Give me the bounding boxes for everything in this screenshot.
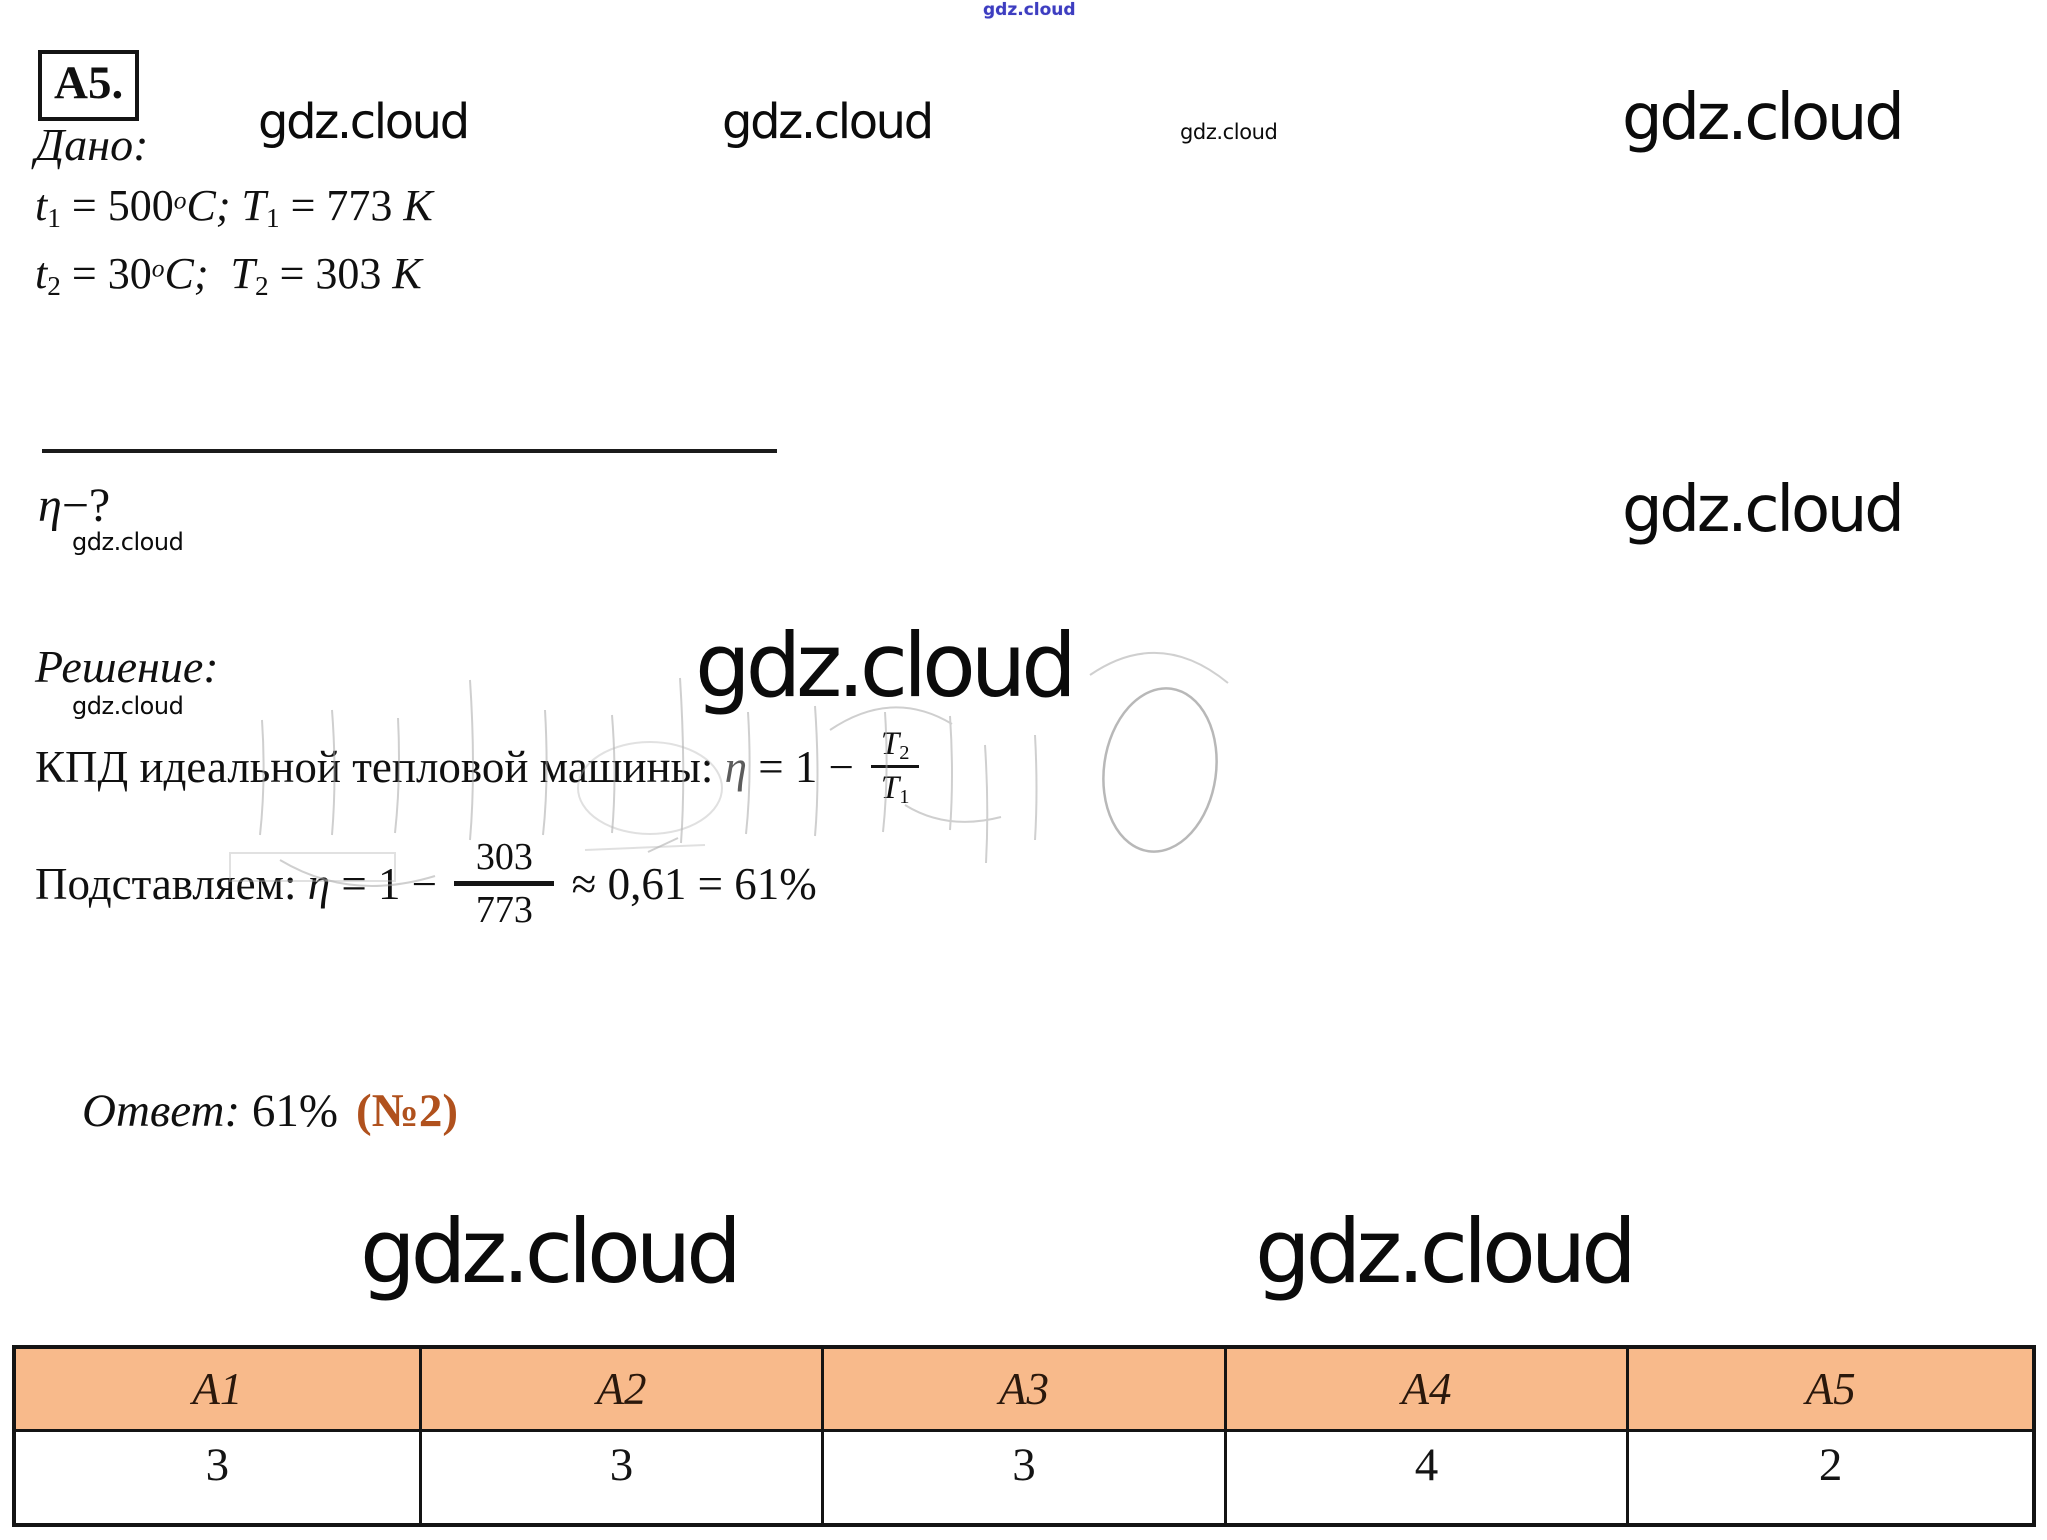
fraction-bar [871,765,920,768]
fraction-bar [454,881,555,886]
answer-label: Ответ: [82,1085,241,1137]
subst-equals-one-minus: = 1 − [330,858,449,909]
given-line1-eq2: = 773 [279,181,404,230]
given-line-1: t1 = 500oC; T1 = 773 K [35,180,433,233]
var-T2-sub: 2 [254,270,269,301]
var-t1: t [35,181,48,230]
eta-symbol-substitution: η [307,858,331,909]
var-T2: T [230,249,255,298]
table-value-a4: 4 [1223,1429,1630,1527]
var-t2-sub: 2 [47,270,61,301]
fraction-numerator-303: 303 [475,836,533,878]
kpd-equals-one-minus: = 1 − [746,741,866,792]
eta-symbol-formula: η [724,741,747,792]
table-value-a1: 3 [12,1429,422,1527]
fraction-denominator-773: 773 [475,889,533,931]
find-quantity: η−? [38,478,110,533]
table-value-a3: 3 [821,1429,1227,1527]
var-t2: t [35,249,48,298]
given-line2-eq2: = 303 [268,249,393,298]
problem-number-label: А5. [54,57,124,109]
table-header-a4: A4 [1223,1345,1630,1432]
answer-option-number: (№2) [356,1085,459,1137]
table-value-a5: 2 [1626,1429,2036,1527]
table-header-a1: A1 [12,1345,422,1432]
given-line1-unit-k: K [403,181,433,230]
table-values-row: 3 3 3 4 2 [12,1429,2036,1527]
watermark-under-solution: gdz.cloud [72,692,184,720]
given-divider-line [42,449,777,453]
numeric-fraction: 303 773 [454,836,555,931]
fraction-denominator-T1: T1 [880,770,910,809]
watermark-center-large: gdz.cloud [695,614,1077,717]
watermark-top-1: gdz.cloud [258,94,470,150]
table-header-a5: A5 [1626,1345,2036,1432]
watermark-mid-right: gdz.cloud [1622,473,1905,547]
substitution-line: Подставляем: η = 1 − 303 773 ≈ 0,61 = 61… [35,838,817,929]
temperature-ratio-fraction: T2 T1 [871,726,920,809]
var-T1-sub: 1 [265,202,280,233]
given-label: Дано: [35,119,149,170]
watermark-top-right: gdz.cloud [1622,81,1905,155]
answer-value: 61% [240,1085,339,1137]
fraction-numerator-T2: T2 [880,726,910,765]
var-t1-sub: 1 [47,202,61,233]
efficiency-formula-line: КПД идеальной тепловой машины: η = 1 − T… [35,726,925,809]
watermark-top-blue: gdz.cloud [983,0,1076,20]
eta-symbol: η [38,479,62,532]
find-question: −? [61,479,111,532]
given-line2-eq: = 30 [60,249,152,298]
table-header-a3: A3 [821,1345,1227,1432]
given-line2-unit-k: K [392,249,422,298]
watermark-above-table-left: gdz.cloud [360,1200,742,1303]
watermark-above-table-right: gdz.cloud [1255,1200,1637,1303]
given-line1-unit-c: C; [186,181,242,230]
table-value-a2: 3 [418,1429,825,1527]
degree-sup-1: o [173,185,187,215]
given-line-2: t2 = 30oC; T2 = 303 K [35,248,422,301]
given-line2-unit-c: C; [164,249,231,298]
table-header-a2: A2 [418,1345,825,1432]
watermark-top-3-small: gdz.cloud [1180,120,1278,144]
solution-label: Решение: [35,641,219,692]
degree-sup-2: o [151,253,165,283]
answers-summary-table: A1 A2 A3 A4 A5 3 3 3 4 2 [12,1345,2036,1527]
watermark-under-eta: gdz.cloud [72,528,184,556]
kpd-intro-text: КПД идеальной тепловой машины: [35,741,725,792]
var-T1: T [241,181,266,230]
substitution-intro: Подставляем: [35,858,308,909]
table-header-row: A1 A2 A3 A4 A5 [12,1345,2036,1432]
answer-line: Ответ: 61% (№2) [35,1030,458,1192]
substitution-result: ≈ 0,61 = 61% [560,858,817,909]
watermark-top-2: gdz.cloud [722,94,934,150]
problem-number-box: А5. [38,50,140,121]
given-line1-eq: = 500 [60,181,174,230]
